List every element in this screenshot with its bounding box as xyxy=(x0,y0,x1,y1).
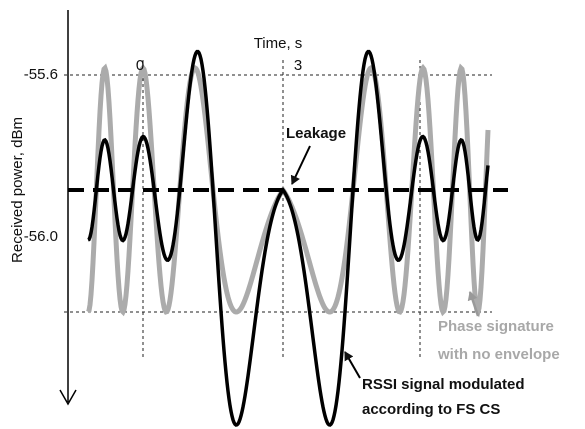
phase-signature-label: Phase signature xyxy=(438,318,554,335)
x-tick-label: 0 xyxy=(136,57,144,74)
leakage-label: Leakage xyxy=(286,125,346,142)
x-tick-label: 3 xyxy=(294,57,302,74)
phase-signature-arrow xyxy=(467,291,480,317)
rssi-label: according to FS CS xyxy=(362,401,500,418)
y-tick-label: -56.0 xyxy=(24,228,58,245)
rssi-label: RSSI signal modulated xyxy=(362,376,525,393)
y-axis-arrow xyxy=(59,389,77,406)
rssi-curve xyxy=(87,49,490,427)
y-tick-label: -55.6 xyxy=(24,66,58,83)
x-axis-title: Time, s xyxy=(254,35,303,52)
y-axis-title: Received power, dBm xyxy=(9,117,26,263)
rssi-arrow xyxy=(344,351,361,379)
phase-signature-label: with no envelope xyxy=(437,346,560,363)
leakage-arrow xyxy=(290,145,311,185)
